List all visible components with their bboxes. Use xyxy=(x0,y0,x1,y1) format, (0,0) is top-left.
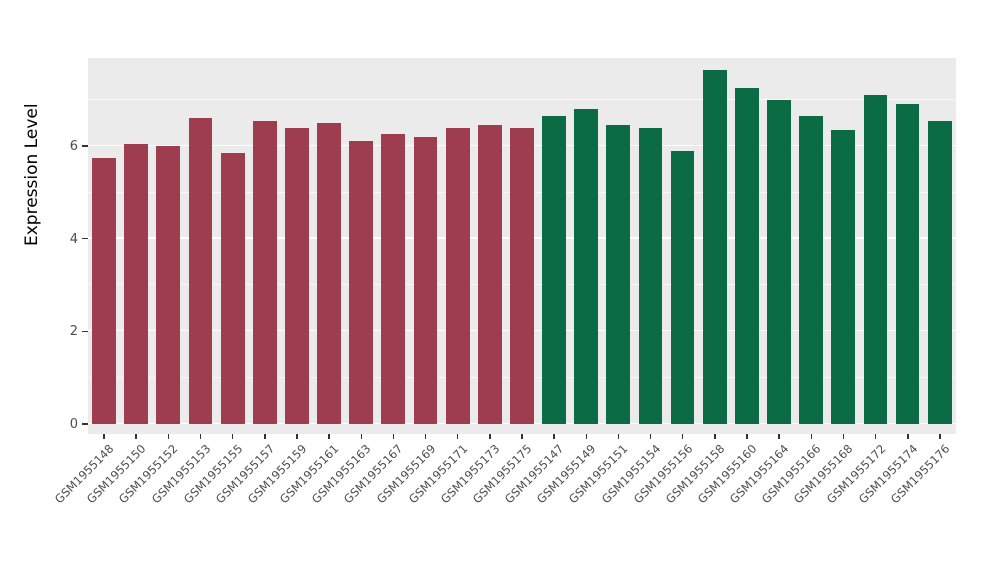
y-tick-label: 2 xyxy=(69,324,78,340)
y-tick-label: 0 xyxy=(69,417,78,432)
x-tick-mark xyxy=(874,434,877,439)
bar-GSM1955157 xyxy=(252,120,277,424)
x-tick-mark xyxy=(681,434,684,439)
bar-GSM1955155 xyxy=(220,152,245,424)
bar-slot xyxy=(763,58,795,434)
bar-slot xyxy=(409,58,441,434)
x-tick-mark xyxy=(456,434,459,439)
x-tick-mark xyxy=(714,434,716,439)
bar-slot xyxy=(88,58,120,434)
bar-slot xyxy=(281,58,313,434)
x-tick-mark xyxy=(585,434,588,439)
bar-GSM1955171 xyxy=(445,127,470,424)
bar-slot xyxy=(570,58,602,434)
bar-GSM1955152 xyxy=(156,146,181,424)
bar-GSM1955156 xyxy=(670,150,695,424)
bar-slot xyxy=(827,58,859,434)
bar-GSM1955158 xyxy=(702,69,727,424)
bar-GSM1955159 xyxy=(285,127,309,424)
bar-slot xyxy=(184,58,216,434)
x-tick-mark xyxy=(617,434,620,439)
y-axis-title: Expression Level xyxy=(22,103,42,246)
bar-slot xyxy=(120,58,152,434)
bar-GSM1955160 xyxy=(734,88,759,424)
bar-GSM1955151 xyxy=(606,125,631,424)
x-tick-mark xyxy=(103,434,105,439)
y-tick-label: 6 xyxy=(69,139,78,155)
y-tick-mark xyxy=(82,237,88,240)
y-tick-label: 4 xyxy=(69,231,78,247)
bar-GSM1955164 xyxy=(767,99,791,424)
x-tick-mark xyxy=(392,434,395,439)
x-tick-mark xyxy=(649,434,652,439)
bar-GSM1955161 xyxy=(317,122,341,424)
x-tick-mark xyxy=(907,434,909,439)
bar-GSM1955167 xyxy=(381,134,406,424)
bar-slot xyxy=(345,58,377,434)
chart-panel xyxy=(88,58,956,434)
x-tick-mark xyxy=(167,434,170,439)
x-tick-mark xyxy=(199,434,202,439)
bar-slot xyxy=(924,58,956,434)
x-tick-mark xyxy=(521,434,523,439)
bar-slot xyxy=(667,58,699,434)
bar-slot xyxy=(795,58,827,434)
bar-slot xyxy=(506,58,538,434)
x-tick-mark xyxy=(231,434,234,439)
x-tick-mark xyxy=(842,434,845,439)
bar-slot xyxy=(699,58,731,434)
bar-slot xyxy=(152,58,184,434)
y-tick-mark xyxy=(82,145,88,147)
bar-GSM1955154 xyxy=(638,127,663,424)
x-tick-mark xyxy=(746,434,748,439)
x-tick-mark xyxy=(360,434,362,439)
x-tick-mark xyxy=(778,434,780,439)
x-tick-mark xyxy=(264,434,266,439)
bar-GSM1955147 xyxy=(542,115,566,424)
x-tick-mark xyxy=(424,434,427,439)
bar-GSM1955168 xyxy=(831,129,856,424)
y-tick-mark xyxy=(82,330,88,333)
bar-GSM1955169 xyxy=(413,136,438,424)
bar-slot xyxy=(731,58,763,434)
bar-GSM1955148 xyxy=(92,157,116,424)
y-tick-mark xyxy=(82,423,88,425)
bar-slot xyxy=(634,58,666,434)
bar-slot xyxy=(217,58,249,434)
bar-slot xyxy=(474,58,506,434)
bar-GSM1955174 xyxy=(895,104,920,424)
x-tick-mark xyxy=(489,434,491,439)
bar-GSM1955176 xyxy=(927,120,952,424)
x-tick-mark xyxy=(296,434,298,439)
x-tick-mark xyxy=(810,434,813,439)
bar-GSM1955153 xyxy=(188,118,213,424)
bar-slot xyxy=(859,58,891,434)
bar-slot xyxy=(313,58,345,434)
x-tick-mark xyxy=(135,434,137,439)
bar-slot xyxy=(892,58,924,434)
bar-slot xyxy=(249,58,281,434)
gridline-minor xyxy=(88,98,956,100)
bar-slot xyxy=(442,58,474,434)
bar-slot xyxy=(538,58,570,434)
bar-slot xyxy=(377,58,409,434)
bar-GSM1955149 xyxy=(574,108,599,424)
x-tick-mark xyxy=(939,434,941,439)
bar-GSM1955173 xyxy=(477,125,502,424)
bar-slot xyxy=(602,58,634,434)
x-tick-mark xyxy=(328,434,330,439)
bar-GSM1955166 xyxy=(799,115,824,424)
bar-GSM1955172 xyxy=(863,95,888,424)
bar-GSM1955175 xyxy=(510,127,534,424)
x-tick-mark xyxy=(553,434,555,439)
bar-GSM1955150 xyxy=(124,143,149,424)
bar-GSM1955163 xyxy=(349,141,374,424)
bars-layer xyxy=(88,58,956,434)
